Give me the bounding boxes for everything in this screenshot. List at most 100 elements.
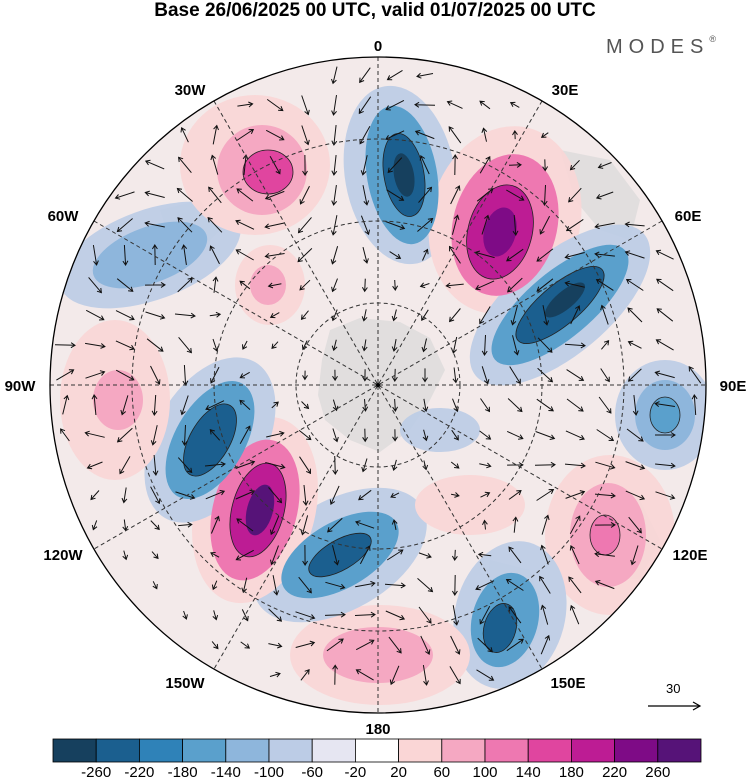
- wind-arrow: [568, 187, 582, 203]
- wind-arrow: [565, 218, 584, 232]
- wind-arrow: [355, 639, 375, 651]
- wind-arrow: [91, 394, 98, 416]
- wind-arrow: [386, 69, 403, 81]
- colorbar-tick-label: -220: [124, 764, 155, 781]
- wind-arrow: [539, 215, 551, 235]
- wind-arrow: [302, 544, 309, 566]
- wind-arrow: [569, 515, 581, 535]
- wind-arrow: [122, 244, 129, 266]
- wind-arrow: [451, 214, 460, 235]
- graticule: [50, 57, 706, 713]
- wind-arrow: [300, 668, 310, 681]
- wind-arrow: [506, 430, 524, 440]
- wind-arrow: [116, 427, 133, 443]
- wind-arrow: [209, 245, 220, 265]
- wind-arrow: [151, 244, 158, 266]
- wind-arrow: [540, 544, 549, 565]
- wind-arrow: [239, 280, 251, 290]
- colorbar-tick-label: -60: [301, 764, 324, 781]
- wind-arrow: [422, 398, 429, 413]
- wind-arrow: [265, 462, 286, 470]
- wind-arrow: [331, 155, 338, 176]
- wind-arrow: [240, 641, 251, 649]
- wind-arrow: [569, 604, 580, 625]
- wind-arrow: [422, 665, 429, 686]
- colorbar-tick-label: 100: [472, 764, 498, 781]
- wind-arrow: [115, 310, 135, 321]
- colorbar-tick-label: -100: [253, 764, 285, 781]
- colorbar-tick-label: 60: [433, 764, 451, 781]
- wind-arrow: [450, 492, 460, 498]
- wind-arrow: [176, 187, 193, 202]
- colorbar: [52, 738, 702, 763]
- wind-arrow: [414, 101, 436, 108]
- wind-arrow: [481, 366, 490, 385]
- wind-arrow: [540, 132, 549, 138]
- wind-arrow: [422, 368, 428, 383]
- colorbar-swatch: [398, 738, 443, 763]
- wind-arrow: [479, 462, 492, 469]
- wind-arrow: [540, 634, 551, 655]
- wind-arrow: [508, 161, 522, 168]
- wind-arrow: [507, 277, 523, 293]
- wind-arrow: [174, 312, 196, 319]
- wind-arrow: [361, 339, 368, 352]
- wind-arrow: [479, 430, 492, 440]
- wind-arrow: [236, 128, 255, 141]
- wind-arrow: [178, 336, 192, 354]
- wind-arrow: [210, 552, 220, 558]
- wind-arrow: [386, 549, 404, 561]
- wind-arrow: [295, 640, 316, 648]
- wind-arrow: [301, 340, 308, 351]
- wind-arrow: [565, 430, 585, 441]
- wind-arrow: [594, 580, 615, 590]
- colorbar-swatch: [225, 738, 270, 763]
- wind-arrow: [297, 217, 312, 234]
- lon-label-30w: 30W: [175, 82, 207, 99]
- wind-arrow: [264, 190, 285, 200]
- wind-arrow: [301, 401, 310, 410]
- wind-arrow: [235, 249, 254, 261]
- wind-arrow: [299, 185, 310, 205]
- wind-arrow: [564, 252, 585, 260]
- wind-arrow: [507, 398, 523, 413]
- wind-arrow: [150, 425, 158, 446]
- wind-arrow: [595, 191, 614, 200]
- wind-arrow: [600, 304, 609, 325]
- wind-arrow: [146, 338, 164, 352]
- wind-arrow: [145, 311, 166, 320]
- wind-arrow: [235, 549, 254, 561]
- wind-arrow: [542, 159, 549, 172]
- wind-arrow: [235, 489, 256, 500]
- wind-arrow: [84, 430, 105, 438]
- wind-arrow: [331, 66, 338, 85]
- wind-arrow: [627, 340, 642, 349]
- wind-arrow: [144, 190, 165, 198]
- wind-arrow: [625, 490, 646, 501]
- wind-arrow: [144, 281, 166, 288]
- wind-arrow: [332, 664, 339, 685]
- wind-arrow: [212, 124, 219, 145]
- lon-label-60w: 60W: [48, 208, 80, 225]
- lon-label-90w: 90W: [5, 378, 37, 395]
- wind-arrow: [207, 217, 223, 233]
- wind-arrow: [361, 458, 368, 473]
- colorbar-tick-label: 220: [602, 764, 628, 781]
- wind-arrow: [235, 460, 256, 469]
- wind-arrow: [452, 154, 459, 176]
- wind-arrow: [302, 154, 308, 176]
- wind-arrow: [451, 429, 459, 441]
- wind-arrow: [358, 96, 372, 115]
- wind-arrow: [506, 248, 524, 262]
- wind-arrow: [445, 282, 464, 289]
- wind-arrow: [564, 462, 586, 469]
- wind-arrow: [510, 305, 518, 326]
- wind-arrow: [266, 430, 285, 438]
- chart-title: Base 26/06/2025 00 UTC, valid 01/07/2025…: [154, 0, 596, 21]
- wind-arrow: [90, 490, 100, 501]
- wind-arrow: [628, 516, 642, 534]
- wind-arrow: [181, 424, 188, 446]
- wind-arrow: [384, 582, 406, 589]
- wind-arrow: [236, 518, 254, 532]
